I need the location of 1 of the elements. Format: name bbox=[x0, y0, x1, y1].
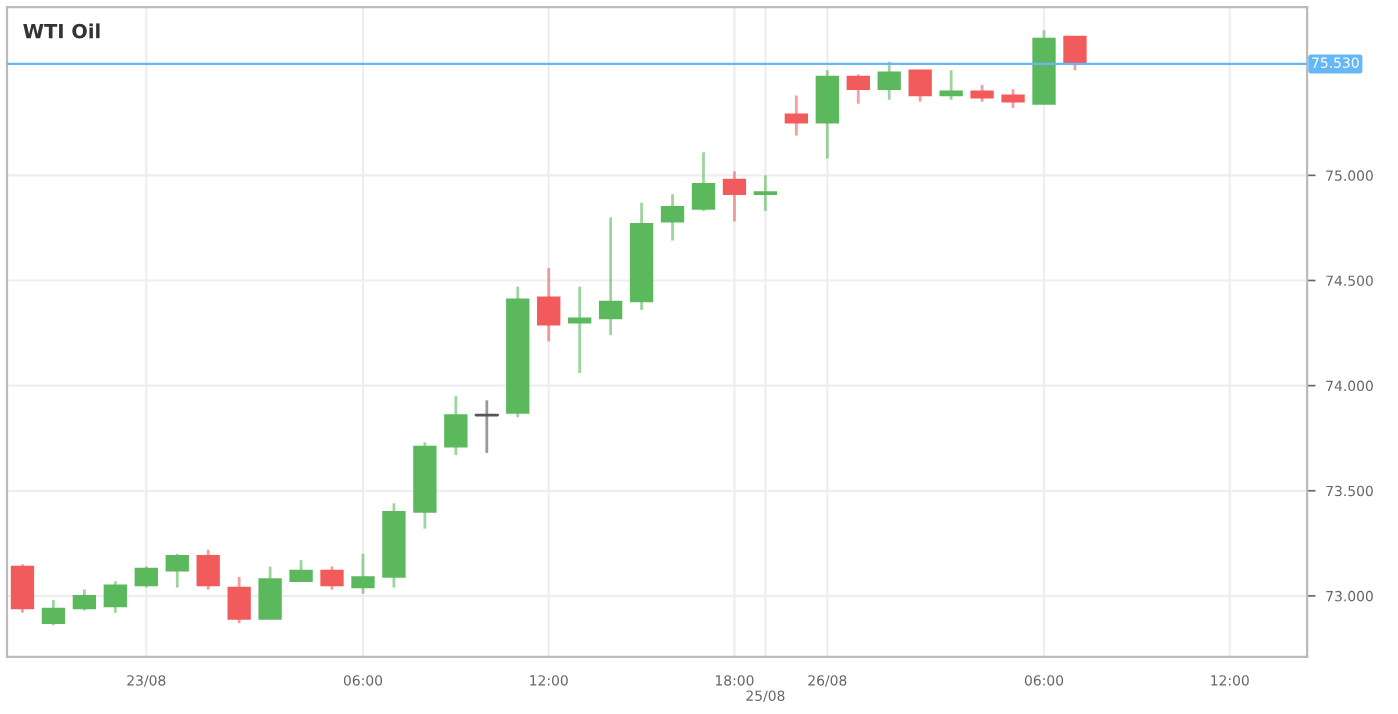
text: WTI Oil bbox=[23, 23, 100, 39]
